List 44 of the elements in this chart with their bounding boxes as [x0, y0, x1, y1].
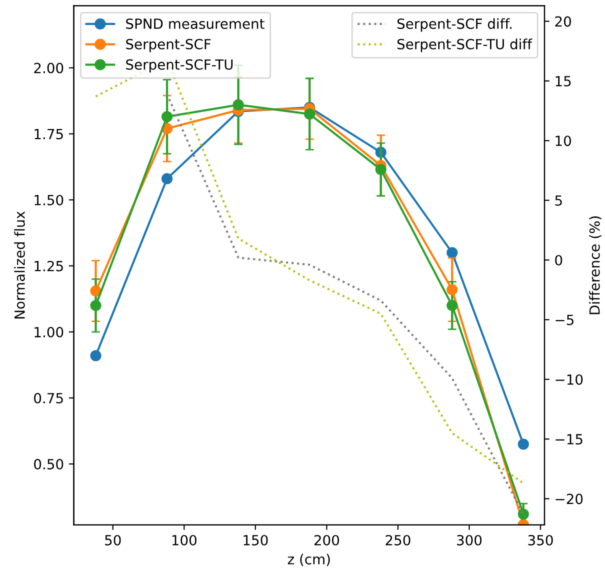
point — [90, 350, 102, 362]
y-tick-label: 2.00 — [34, 62, 64, 74]
x-tick-label: 50 — [105, 534, 121, 546]
x-tick-label: 350 — [528, 534, 553, 546]
y-tick-label: 1.25 — [34, 260, 63, 272]
point — [304, 108, 316, 120]
y2-axis-title: Difference (%) — [589, 216, 602, 314]
point — [90, 300, 102, 312]
y-axis-title: Normalized flux — [14, 211, 25, 318]
legend-label: SPND measurement — [126, 18, 264, 29]
legend-label: Serpent-SCF-TU — [126, 59, 233, 72]
y2-tick-label: 0 — [555, 254, 562, 266]
x-tick-label: 300 — [457, 534, 482, 546]
point — [446, 247, 458, 258]
y2-tick-label: −15 — [556, 434, 582, 445]
point — [446, 300, 458, 312]
point — [161, 173, 173, 184]
y2-tick-label: 20 — [555, 16, 571, 27]
point — [90, 285, 102, 297]
y2-tick-label: −20 — [556, 494, 583, 504]
y-tick-label: 1.75 — [34, 128, 63, 140]
y-tick-label: 1.00 — [34, 326, 64, 338]
y2-tick-label: 15 — [556, 76, 571, 86]
legend-label: Serpent-SCF diff. — [397, 18, 512, 32]
point — [518, 438, 529, 450]
point — [518, 508, 529, 520]
y2-tick-label: 5 — [555, 195, 562, 206]
y2-tick-label: −5 — [556, 314, 574, 326]
y-tick-label: 1.50 — [34, 194, 64, 206]
x-tick-label: 100 — [172, 534, 196, 546]
x-tick-label: 200 — [314, 534, 340, 546]
y2-tick-label: −10 — [556, 374, 583, 385]
legend-label: Serpent-SCF — [126, 38, 211, 52]
x-tick-label: 150 — [244, 534, 268, 546]
point — [446, 284, 458, 296]
legend-label: Serpent-SCF-TU diff — [397, 38, 532, 52]
point — [232, 99, 244, 110]
x-axis-title: z (cm) — [288, 554, 330, 566]
x-tick-label: 250 — [386, 534, 410, 546]
y-tick-label: 0.75 — [34, 392, 63, 404]
y-tick-label: 0.50 — [34, 458, 64, 470]
y2-tick-label: 10 — [556, 136, 571, 146]
point — [375, 164, 386, 176]
point — [161, 111, 173, 122]
